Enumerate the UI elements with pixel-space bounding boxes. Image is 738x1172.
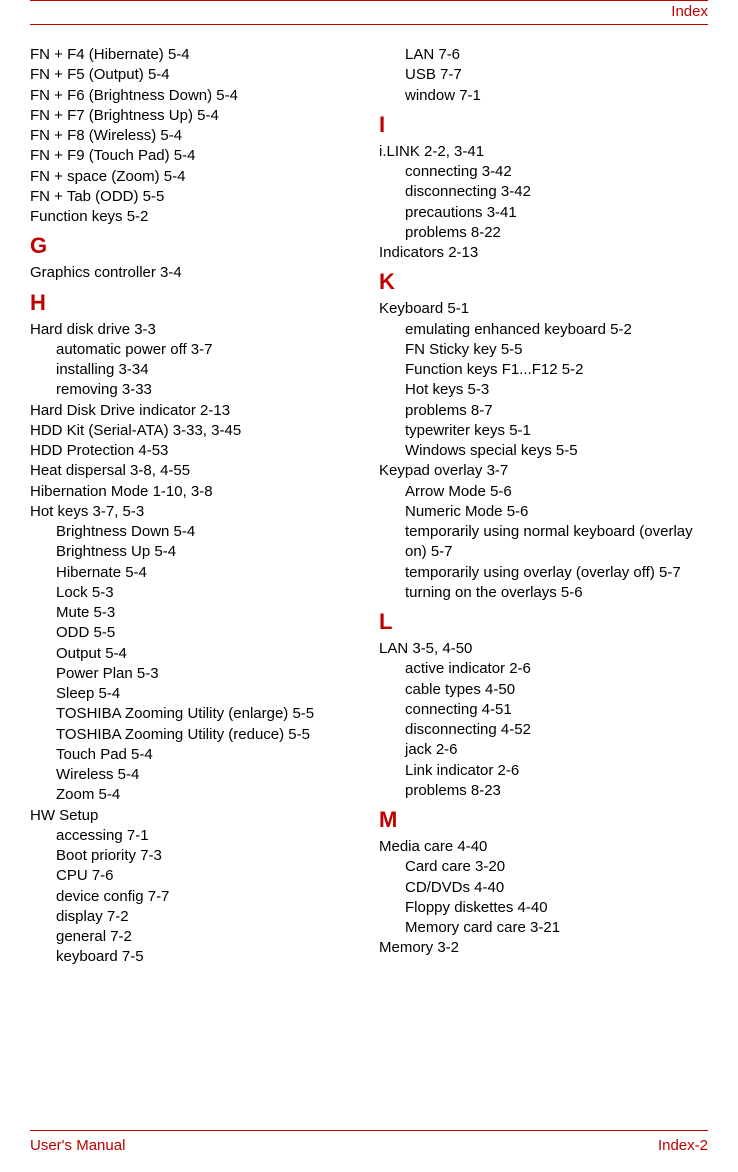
index-entry: Output 5-4	[30, 644, 359, 664]
section-letter: I	[379, 112, 708, 138]
index-entry: disconnecting 4-52	[379, 720, 708, 740]
index-entry: emulating enhanced keyboard 5-2	[379, 320, 708, 340]
index-entry: i.LINK 2-2, 3-41	[379, 142, 708, 162]
index-entry: Boot priority 7-3	[30, 846, 359, 866]
index-entry: FN + F6 (Brightness Down) 5-4	[30, 86, 359, 106]
index-entry: FN Sticky key 5-5	[379, 340, 708, 360]
index-entry: Function keys 5-2	[30, 207, 359, 227]
page-footer: User's Manual Index-2	[30, 1130, 708, 1154]
index-entry: Function keys F1...F12 5-2	[379, 360, 708, 380]
index-entry: FN + F8 (Wireless) 5-4	[30, 126, 359, 146]
index-entry: precautions 3-41	[379, 203, 708, 223]
index-entry: Hibernation Mode 1-10, 3-8	[30, 482, 359, 502]
index-entry: display 7-2	[30, 907, 359, 927]
index-entry: connecting 3-42	[379, 162, 708, 182]
section-letter: H	[30, 290, 359, 316]
index-entry: Keypad overlay 3-7	[379, 461, 708, 481]
index-entry: LAN 7-6	[379, 45, 708, 65]
index-entry: Zoom 5-4	[30, 785, 359, 805]
footer-right: Index-2	[658, 1137, 708, 1154]
index-entry: disconnecting 3-42	[379, 182, 708, 202]
section-letter: L	[379, 609, 708, 635]
index-entry: device config 7-7	[30, 887, 359, 907]
index-entry: window 7-1	[379, 86, 708, 106]
index-entry: Heat dispersal 3-8, 4-55	[30, 461, 359, 481]
index-entry: Sleep 5-4	[30, 684, 359, 704]
index-entry: Windows special keys 5-5	[379, 441, 708, 461]
index-entry: CPU 7-6	[30, 866, 359, 886]
index-entry: HDD Kit (Serial-ATA) 3-33, 3-45	[30, 421, 359, 441]
index-entry: FN + F9 (Touch Pad) 5-4	[30, 146, 359, 166]
footer-left: User's Manual	[30, 1137, 125, 1154]
index-entry: Keyboard 5-1	[379, 299, 708, 319]
index-entry: accessing 7-1	[30, 826, 359, 846]
index-entry: FN + F5 (Output) 5-4	[30, 65, 359, 85]
index-entry: Hot keys 5-3	[379, 380, 708, 400]
index-entry: general 7-2	[30, 927, 359, 947]
index-entry: Touch Pad 5-4	[30, 745, 359, 765]
index-entry: installing 3-34	[30, 360, 359, 380]
index-entry: typewriter keys 5-1	[379, 421, 708, 441]
index-entry: temporarily using overlay (overlay off) …	[379, 563, 708, 583]
index-entry: Memory card care 3-21	[379, 918, 708, 938]
index-entry: Hard Disk Drive indicator 2-13	[30, 401, 359, 421]
index-entry: Power Plan 5-3	[30, 664, 359, 684]
page-header: Index	[30, 0, 708, 25]
index-entry: USB 7-7	[379, 65, 708, 85]
index-entry: Memory 3-2	[379, 938, 708, 958]
section-letter: K	[379, 269, 708, 295]
index-columns: FN + F4 (Hibernate) 5-4FN + F5 (Output) …	[30, 45, 708, 968]
index-entry: problems 8-23	[379, 781, 708, 801]
index-entry: removing 3-33	[30, 380, 359, 400]
index-entry: Arrow Mode 5-6	[379, 482, 708, 502]
section-letter: M	[379, 807, 708, 833]
index-entry: CD/DVDs 4-40	[379, 878, 708, 898]
index-entry: problems 8-22	[379, 223, 708, 243]
index-entry: HW Setup	[30, 806, 359, 826]
index-entry: Card care 3-20	[379, 857, 708, 877]
index-entry: Indicators 2-13	[379, 243, 708, 263]
index-entry: FN + F7 (Brightness Up) 5-4	[30, 106, 359, 126]
index-entry: Link indicator 2-6	[379, 761, 708, 781]
index-entry: problems 8-7	[379, 401, 708, 421]
index-entry: Lock 5-3	[30, 583, 359, 603]
index-entry: cable types 4-50	[379, 680, 708, 700]
index-entry: HDD Protection 4-53	[30, 441, 359, 461]
index-entry: Media care 4-40	[379, 837, 708, 857]
section-letter: G	[30, 233, 359, 259]
index-entry: connecting 4-51	[379, 700, 708, 720]
index-entry: keyboard 7-5	[30, 947, 359, 967]
index-entry: TOSHIBA Zooming Utility (reduce) 5-5	[30, 725, 359, 745]
index-entry: LAN 3-5, 4-50	[379, 639, 708, 659]
index-entry: Numeric Mode 5-6	[379, 502, 708, 522]
index-entry: FN + space (Zoom) 5-4	[30, 167, 359, 187]
index-column: LAN 7-6USB 7-7window 7-1 Ii.LINK 2-2, 3-4…	[379, 45, 708, 968]
index-entry: ODD 5-5	[30, 623, 359, 643]
index-entry: Hibernate 5-4	[30, 563, 359, 583]
index-column: FN + F4 (Hibernate) 5-4FN + F5 (Output) …	[30, 45, 359, 968]
index-entry: active indicator 2-6	[379, 659, 708, 679]
index-entry: Wireless 5-4	[30, 765, 359, 785]
index-entry: jack 2-6	[379, 740, 708, 760]
index-entry: Hard disk drive 3-3	[30, 320, 359, 340]
index-entry: temporarily using normal keyboard (overl…	[379, 522, 708, 563]
index-entry: Floppy diskettes 4-40	[379, 898, 708, 918]
index-entry: Brightness Up 5-4	[30, 542, 359, 562]
header-text: Index	[671, 3, 708, 20]
index-entry: Brightness Down 5-4	[30, 522, 359, 542]
index-entry: FN + Tab (ODD) 5-5	[30, 187, 359, 207]
index-entry: TOSHIBA Zooming Utility (enlarge) 5-5	[30, 704, 359, 724]
index-entry: turning on the overlays 5-6	[379, 583, 708, 603]
index-entry: Graphics controller 3-4	[30, 263, 359, 283]
index-entry: Hot keys 3-7, 5-3	[30, 502, 359, 522]
index-entry: FN + F4 (Hibernate) 5-4	[30, 45, 359, 65]
index-entry: automatic power off 3-7	[30, 340, 359, 360]
index-entry: Mute 5-3	[30, 603, 359, 623]
